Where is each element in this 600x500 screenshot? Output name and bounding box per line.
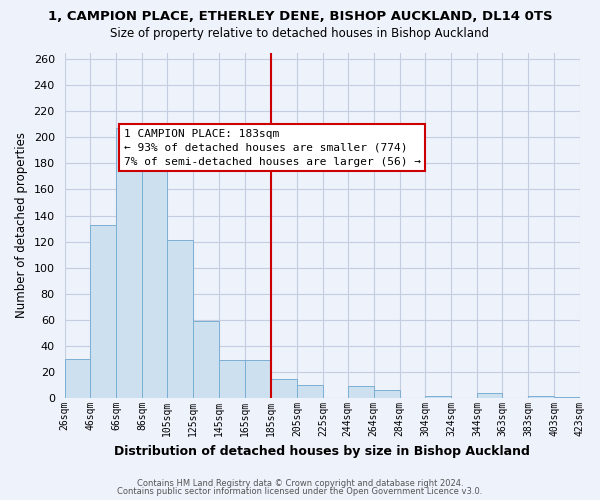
Bar xyxy=(245,360,271,398)
Bar xyxy=(297,385,323,398)
Bar xyxy=(347,386,374,398)
Bar xyxy=(91,224,116,398)
Text: Size of property relative to detached houses in Bishop Auckland: Size of property relative to detached ho… xyxy=(110,28,490,40)
Bar xyxy=(65,359,91,398)
Bar xyxy=(271,378,297,398)
Bar xyxy=(374,390,400,398)
Bar xyxy=(116,128,142,398)
Bar xyxy=(142,134,167,398)
Bar xyxy=(425,396,451,398)
Text: Contains public sector information licensed under the Open Government Licence v3: Contains public sector information licen… xyxy=(118,487,482,496)
Text: 1 CAMPION PLACE: 183sqm
← 93% of detached houses are smaller (774)
7% of semi-de: 1 CAMPION PLACE: 183sqm ← 93% of detache… xyxy=(124,128,421,166)
Bar xyxy=(219,360,245,398)
Bar xyxy=(554,397,580,398)
Bar xyxy=(193,321,219,398)
Bar xyxy=(167,240,193,398)
X-axis label: Distribution of detached houses by size in Bishop Auckland: Distribution of detached houses by size … xyxy=(115,444,530,458)
Y-axis label: Number of detached properties: Number of detached properties xyxy=(15,132,28,318)
Text: Contains HM Land Registry data © Crown copyright and database right 2024.: Contains HM Land Registry data © Crown c… xyxy=(137,478,463,488)
Bar xyxy=(528,396,554,398)
Bar xyxy=(478,393,502,398)
Text: 1, CAMPION PLACE, ETHERLEY DENE, BISHOP AUCKLAND, DL14 0TS: 1, CAMPION PLACE, ETHERLEY DENE, BISHOP … xyxy=(47,10,553,23)
